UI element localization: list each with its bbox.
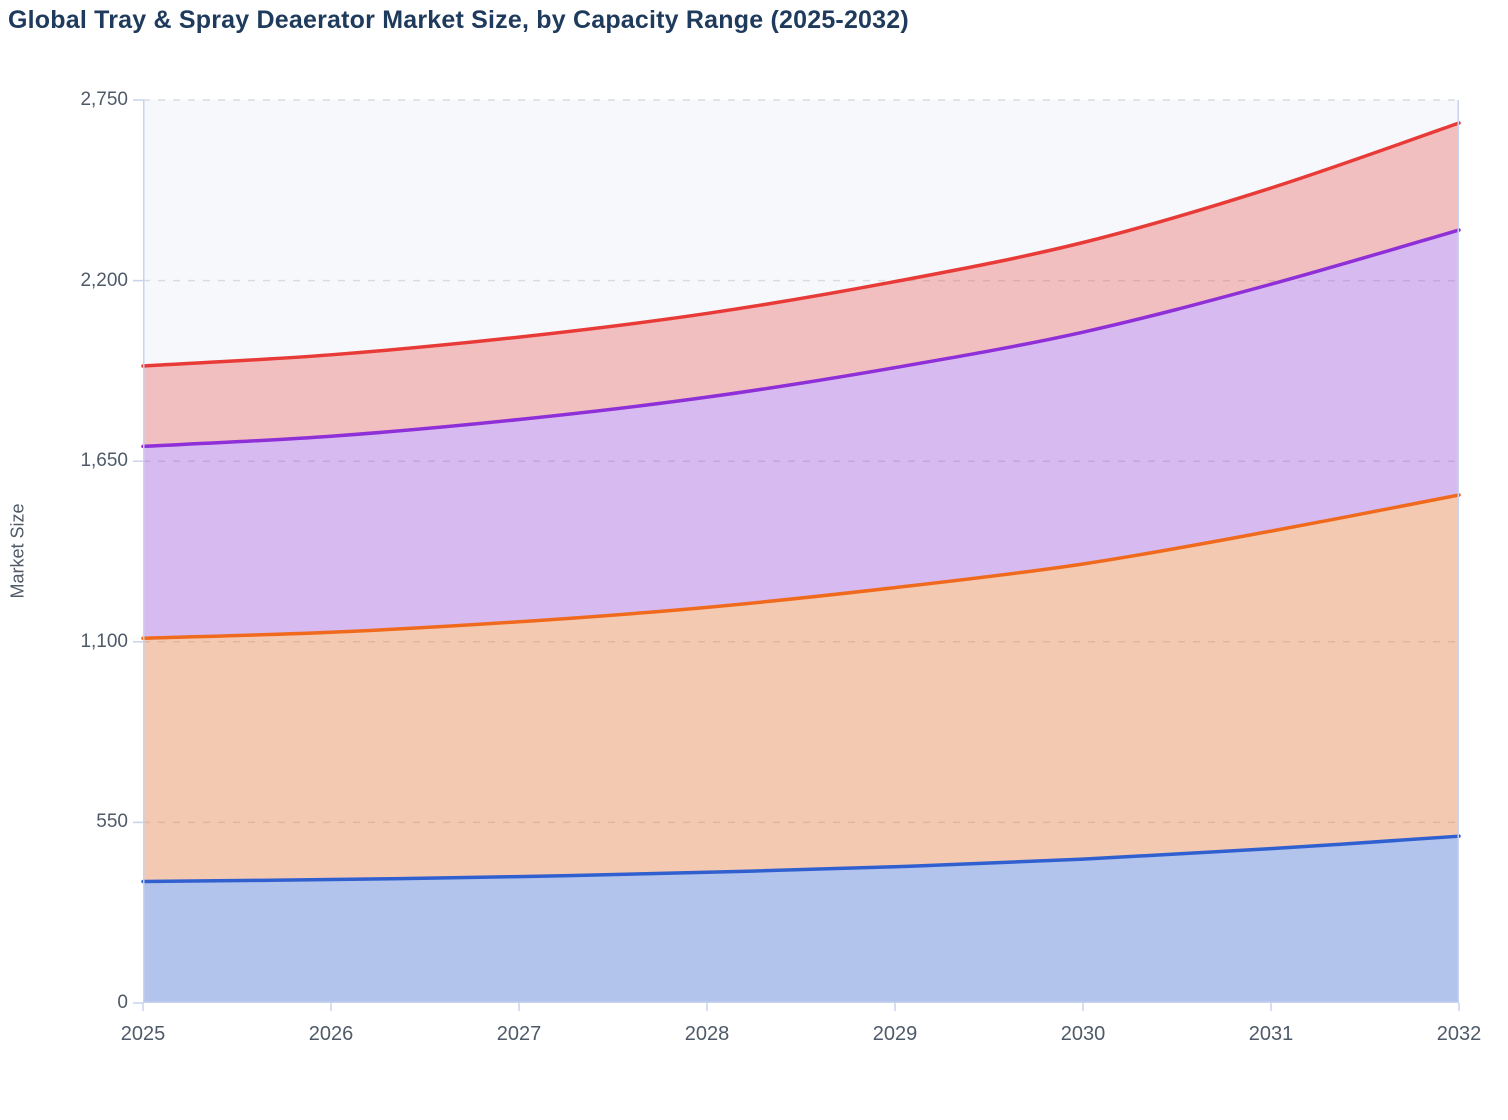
x-tick-label: 2025 — [120, 1023, 166, 1045]
x-tick-label: 2032 — [1436, 1023, 1482, 1045]
y-tick-label: 1,100 — [80, 630, 128, 652]
y-axis-title: Market Size — [7, 503, 28, 599]
series-4-red-area — [143, 122, 1459, 447]
series-3-purple-area — [143, 230, 1459, 639]
y-tick-label: 1,650 — [80, 450, 128, 472]
x-tick-label: 2029 — [872, 1023, 918, 1045]
x-tick-label: 2028 — [684, 1023, 730, 1045]
y-tick-label: 2,750 — [80, 89, 128, 110]
x-tick-label: 2026 — [308, 1023, 354, 1045]
y-tick-label: 2,200 — [80, 269, 128, 291]
series-2-orange-area — [143, 495, 1459, 882]
x-tick-label: 2027 — [496, 1023, 542, 1045]
series-1-blue-line — [141, 834, 1461, 884]
stacked-area-chart — [133, 99, 1461, 1011]
chart-title: Global Tray & Spray Deaerator Market Siz… — [8, 6, 909, 34]
plot-background — [143, 100, 1459, 1003]
series-4-red-line — [141, 121, 1461, 368]
y-tick-label: 550 — [96, 811, 128, 833]
series-2-orange-line — [141, 493, 1461, 640]
x-tick-label: 2031 — [1248, 1023, 1294, 1045]
x-tick-label: 2030 — [1060, 1023, 1106, 1045]
y-tick-label: 0 — [117, 992, 128, 1013]
series-3-purple-line — [141, 228, 1461, 449]
